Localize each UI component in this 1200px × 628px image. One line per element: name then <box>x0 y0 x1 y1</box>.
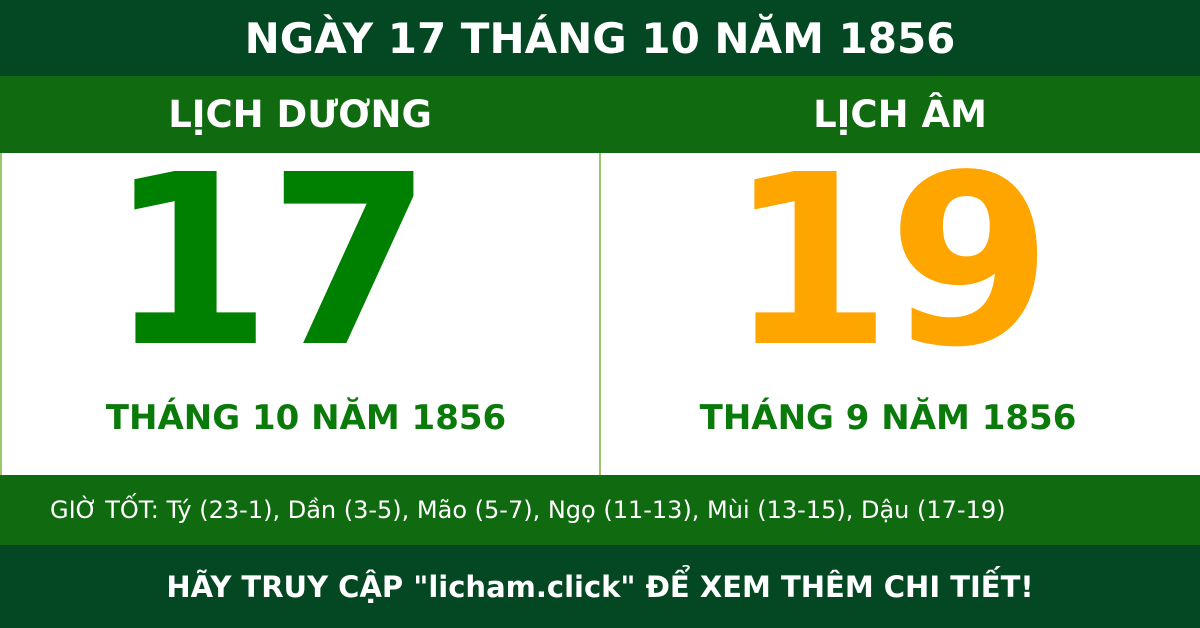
good-hours: GIỜ TỐT: Tý (23-1), Dần (3-5), Mão (5-7)… <box>0 475 1200 545</box>
solar-day: 17 <box>107 124 432 399</box>
lunar-month-year: THÁNG 9 NĂM 1856 <box>699 398 1077 438</box>
footer-cta: HÃY TRUY CẬP "licham.click" ĐỂ XEM THÊM … <box>0 545 1200 628</box>
lunar-heading: LỊCH ÂM <box>813 93 987 136</box>
heading-band: LỊCH DƯƠNG LỊCH ÂM <box>0 76 1200 153</box>
page-title: NGÀY 17 THÁNG 10 NĂM 1856 <box>0 0 1200 76</box>
solar-month-year: THÁNG 10 NĂM 1856 <box>105 398 507 438</box>
lunar-day: 19 <box>727 124 1052 399</box>
solar-heading: LỊCH DƯƠNG <box>168 93 432 136</box>
column-divider <box>599 153 601 475</box>
